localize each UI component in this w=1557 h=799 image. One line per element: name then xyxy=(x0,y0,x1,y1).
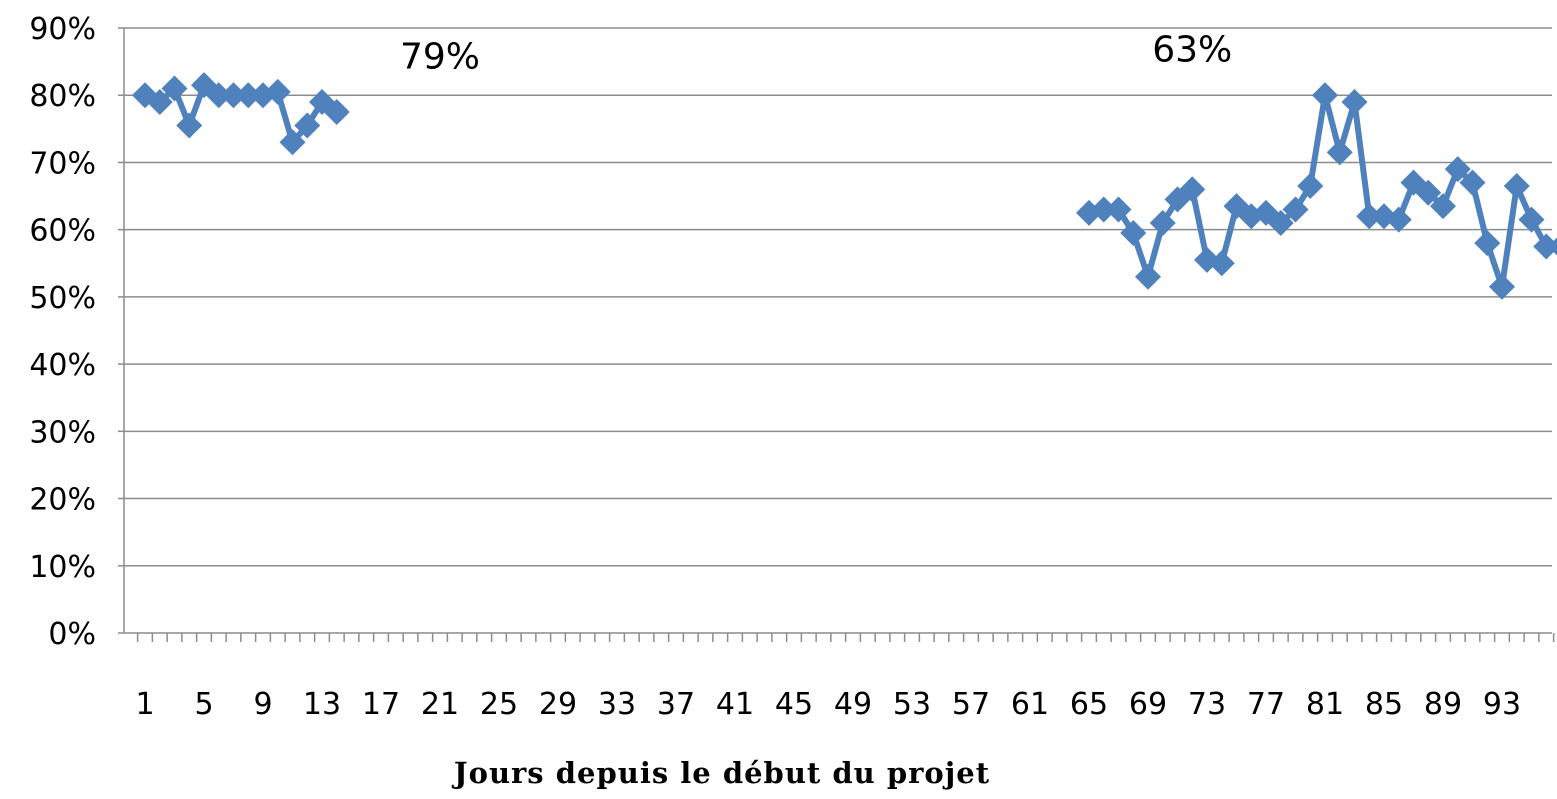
data-point xyxy=(1518,206,1545,233)
x-tick-label: 29 xyxy=(539,687,577,722)
x-tick-label: 85 xyxy=(1365,687,1403,722)
x-tick-label: 45 xyxy=(775,687,813,722)
data-point xyxy=(279,129,306,156)
data-point xyxy=(1267,209,1294,236)
x-tick-label: 1 xyxy=(135,687,154,722)
annotation-label: 79% xyxy=(400,36,480,77)
x-tick-label: 89 xyxy=(1424,687,1462,722)
data-point xyxy=(1208,250,1235,277)
data-point xyxy=(1312,82,1338,109)
x-tick-label: 53 xyxy=(893,687,931,722)
x-tick-label: 57 xyxy=(952,687,990,722)
data-point xyxy=(1120,220,1147,247)
x-tick-label: 77 xyxy=(1247,687,1285,722)
y-tick-label: 60% xyxy=(29,214,96,249)
data-point xyxy=(1533,233,1557,260)
data-point xyxy=(235,82,262,109)
x-tick-label: 17 xyxy=(362,687,400,722)
data-point xyxy=(1489,273,1515,300)
data-series xyxy=(132,72,1557,300)
x-tick-label: 73 xyxy=(1188,687,1226,722)
x-tick-label: 37 xyxy=(657,687,695,722)
axes xyxy=(118,27,1555,642)
annotations: 79% 63% xyxy=(400,30,1232,78)
data-point xyxy=(1385,206,1412,233)
x-tick-label: 41 xyxy=(716,687,754,722)
x-tick-label: 33 xyxy=(598,687,636,722)
series-line xyxy=(1088,92,1557,290)
y-tick-label: 70% xyxy=(29,146,96,181)
y-axis-ticks: 0% 10% 20% 30% 40% 50% 60% 70% 80% 90% xyxy=(29,12,96,652)
x-tick-label: 69 xyxy=(1129,687,1167,722)
y-tick-label: 30% xyxy=(29,415,96,450)
data-point xyxy=(146,88,173,115)
data-point xyxy=(1326,139,1353,166)
data-point xyxy=(1090,196,1117,223)
data-point xyxy=(1105,196,1132,223)
data-point xyxy=(176,112,203,139)
data-point xyxy=(1503,172,1530,199)
y-tick-label: 40% xyxy=(29,348,96,383)
x-tick-label: 9 xyxy=(253,687,272,722)
data-point xyxy=(1149,209,1176,236)
y-tick-label: 80% xyxy=(29,79,96,114)
x-tick-label: 49 xyxy=(834,687,872,722)
data-point xyxy=(1179,176,1206,203)
y-tick-label: 10% xyxy=(29,550,96,585)
data-point xyxy=(1444,156,1471,183)
data-point xyxy=(1282,196,1309,223)
x-tick-label: 13 xyxy=(303,687,341,722)
y-tick-label: 90% xyxy=(29,12,96,47)
data-point xyxy=(1430,193,1456,220)
x-tick-label: 81 xyxy=(1306,687,1344,722)
y-tick-label: 20% xyxy=(29,483,96,518)
x-tick-label: 65 xyxy=(1070,687,1108,722)
x-axis-label: Jours depuis le début du projet xyxy=(451,756,990,790)
x-tick-label: 5 xyxy=(194,687,213,722)
x-tick-label: 93 xyxy=(1483,687,1521,722)
data-point xyxy=(1415,179,1442,206)
x-axis-ticks: 1 5 9 13 17 21 25 29 33 37 41 45 49 53 57 61 65 69 73 77 81 8… xyxy=(135,687,1521,722)
data-point xyxy=(264,78,291,105)
data-point xyxy=(220,82,247,109)
data-point xyxy=(205,82,232,109)
x-tick-label: 21 xyxy=(421,687,459,722)
data-point xyxy=(1135,263,1161,290)
data-point xyxy=(161,75,188,102)
x-tick-label: 25 xyxy=(480,687,518,722)
y-tick-label: 0% xyxy=(48,617,96,652)
data-point xyxy=(294,112,321,139)
gridlines xyxy=(124,27,1552,567)
y-tick-label: 50% xyxy=(29,281,96,316)
data-point xyxy=(1474,230,1501,257)
data-point xyxy=(323,99,350,126)
data-point xyxy=(1356,203,1383,230)
annotation-label: 63% xyxy=(1152,30,1232,71)
x-tick-label: 61 xyxy=(1011,687,1049,722)
data-point xyxy=(1297,172,1324,199)
data-point xyxy=(1341,88,1368,115)
data-point xyxy=(1548,237,1557,256)
data-point xyxy=(1459,169,1486,196)
